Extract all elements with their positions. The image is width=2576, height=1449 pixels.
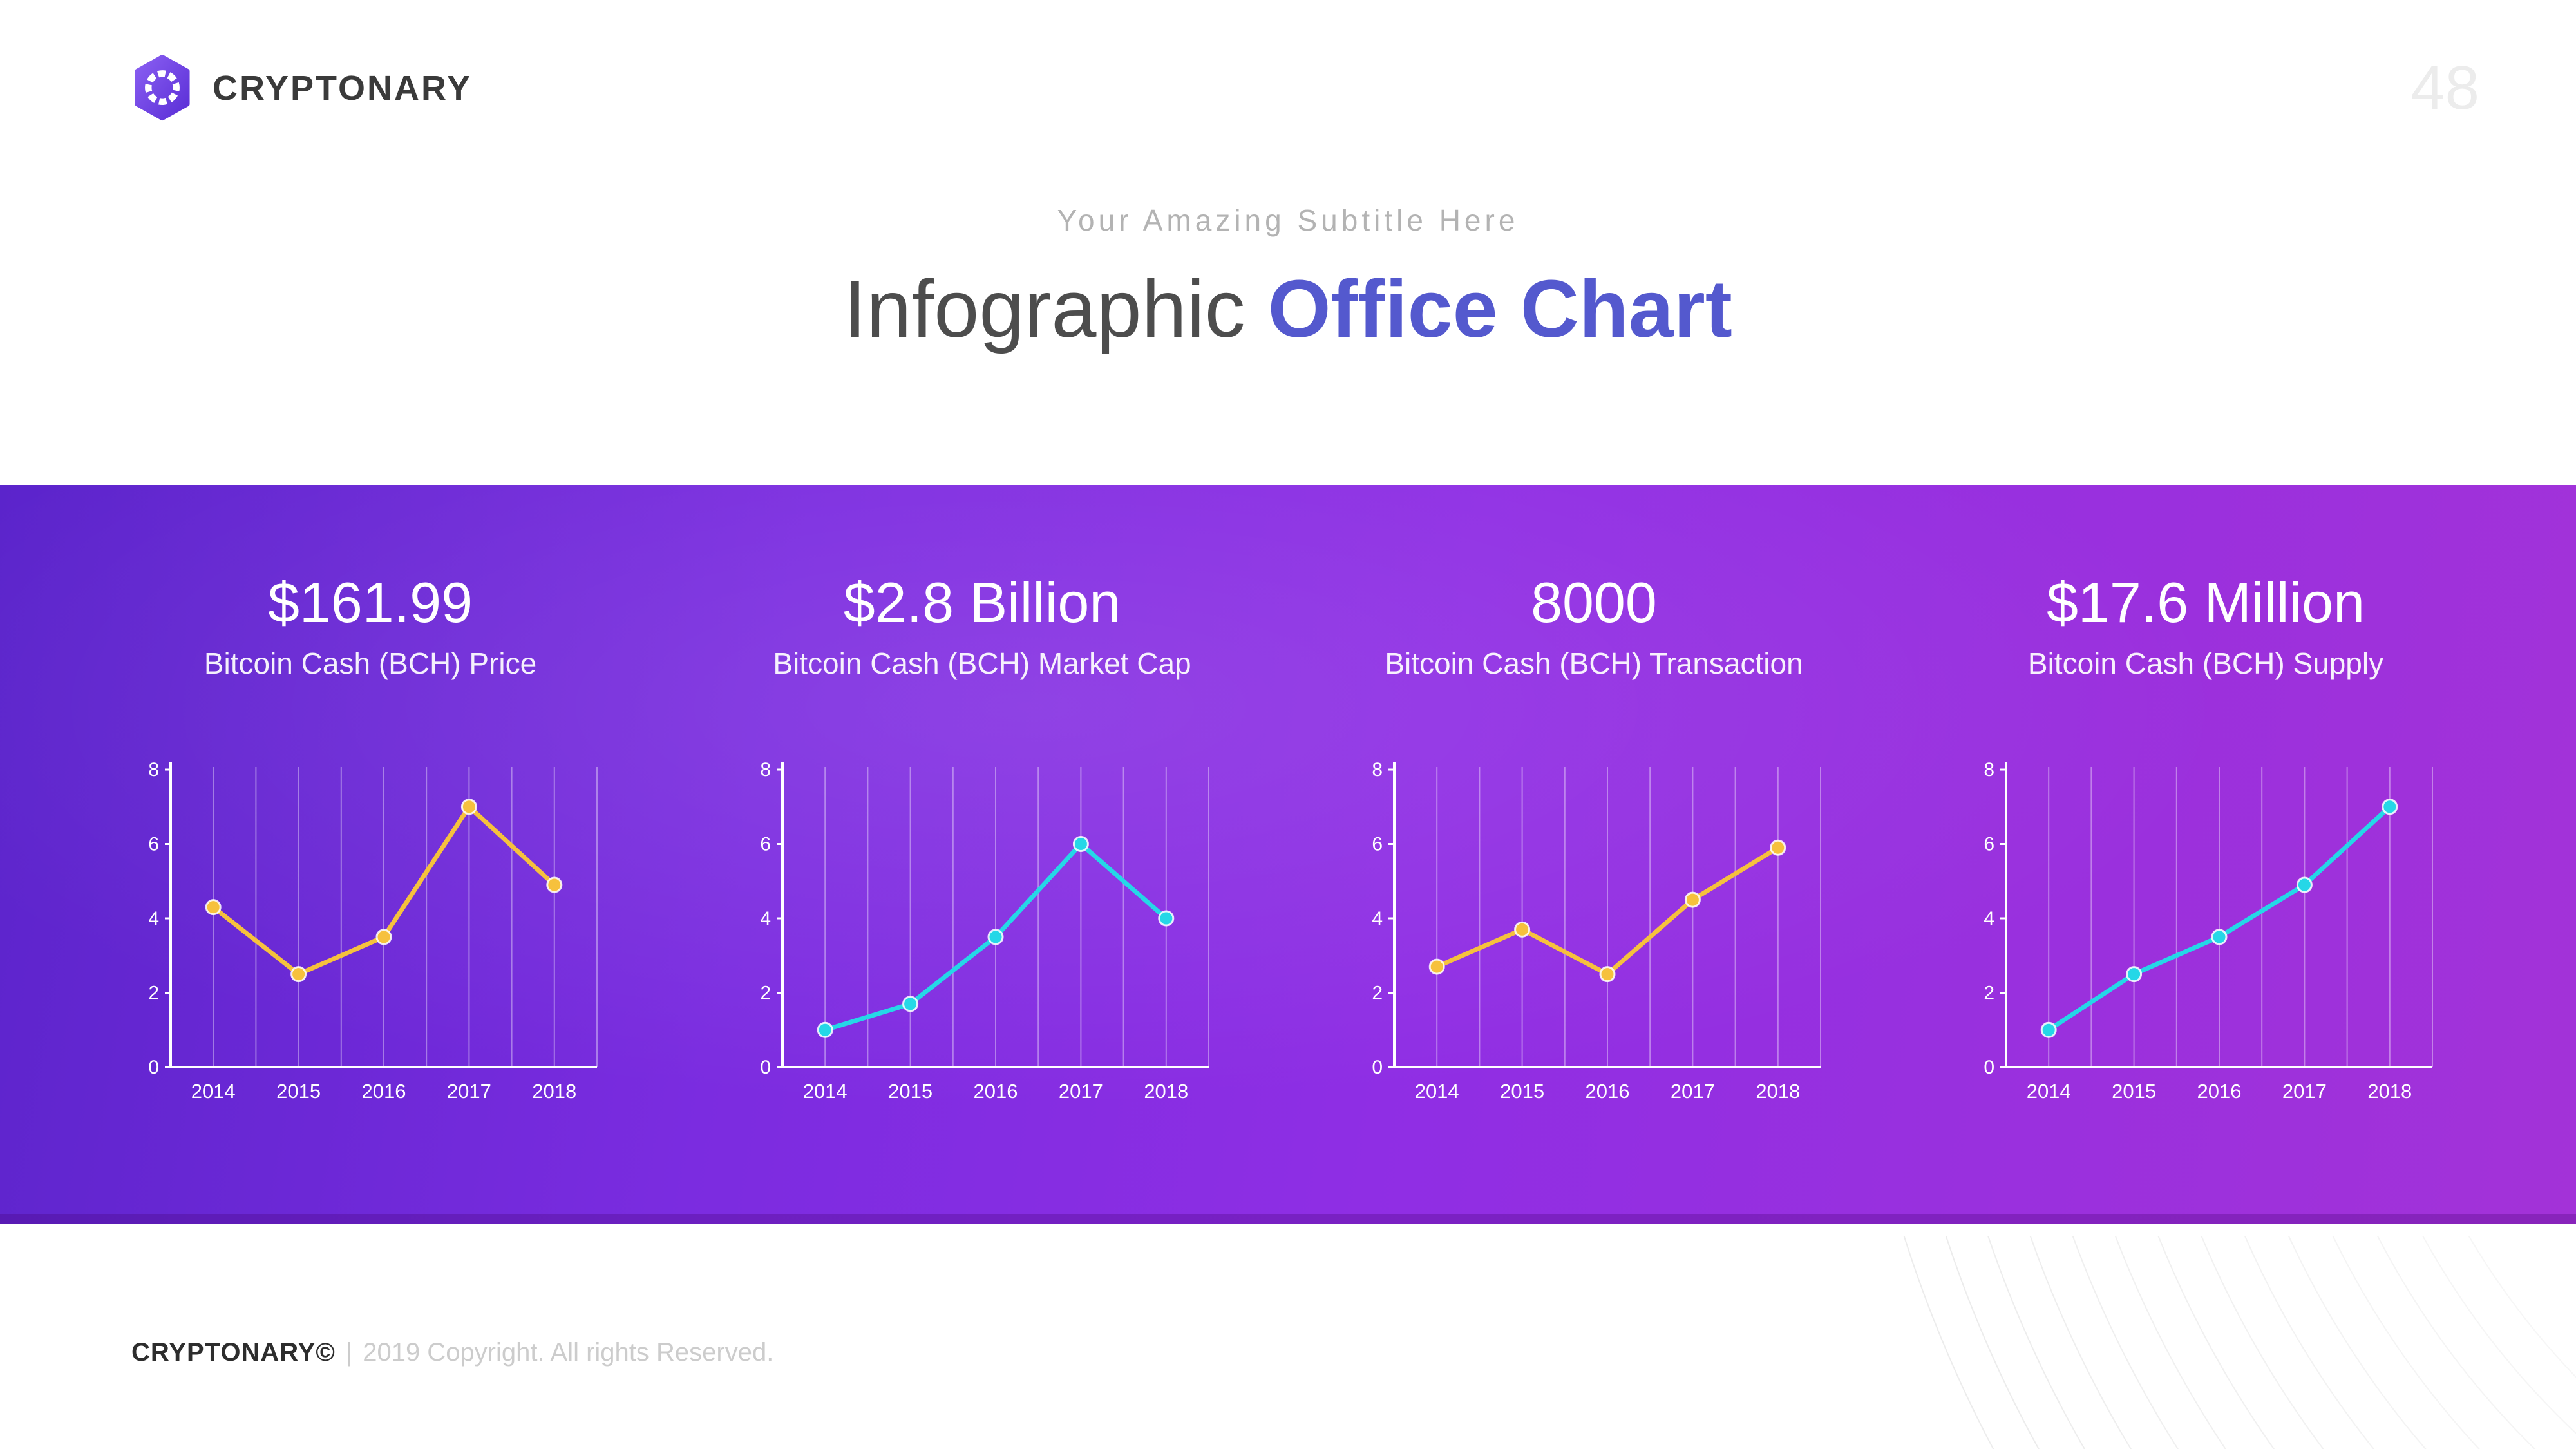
stat-value: 8000 <box>1531 571 1657 634</box>
brand-name: CRYPTONARY <box>213 69 473 108</box>
footer-separator: | <box>345 1338 353 1367</box>
svg-text:2: 2 <box>148 982 159 1003</box>
svg-text:6: 6 <box>148 833 159 855</box>
svg-text:2018: 2018 <box>1756 1080 1800 1103</box>
svg-text:4: 4 <box>1984 908 1994 929</box>
cryptonary-logo: CRYPTONARY <box>131 55 472 122</box>
stats-band: $161.99 Bitcoin Cash (BCH) Price 0 2 4 6 8 20… <box>0 485 2576 1224</box>
svg-text:2015: 2015 <box>888 1080 933 1103</box>
chart-panel-price: $161.99 Bitcoin Cash (BCH) Price 0 2 4 6 8 20… <box>64 485 676 1224</box>
svg-text:2015: 2015 <box>1500 1080 1544 1103</box>
svg-text:2018: 2018 <box>532 1080 576 1103</box>
svg-text:0: 0 <box>1372 1057 1383 1078</box>
svg-text:2: 2 <box>760 982 771 1003</box>
svg-text:8: 8 <box>1372 759 1383 781</box>
svg-text:4: 4 <box>148 908 159 929</box>
line-chart-supply: 0 2 4 6 8 2014 2015 2016 2017 2018 <box>1984 759 2433 1103</box>
svg-text:2017: 2017 <box>1671 1080 1715 1103</box>
line-chart-transaction: 0 2 4 6 8 2014 2015 2016 2017 2018 <box>1372 759 1821 1103</box>
stat-value: $161.99 <box>267 571 473 634</box>
svg-text:2018: 2018 <box>1144 1080 1188 1103</box>
slide-subtitle: Your Amazing Subtitle Here <box>1057 204 1519 237</box>
svg-text:2014: 2014 <box>1415 1080 1459 1103</box>
svg-text:2017: 2017 <box>2282 1080 2327 1103</box>
svg-text:2016: 2016 <box>974 1080 1018 1103</box>
svg-text:2: 2 <box>1372 982 1383 1003</box>
svg-text:4: 4 <box>1372 908 1383 929</box>
slide-title: Infographic Office Chart <box>0 263 2576 354</box>
footer: CRYPTONARY© | 2019 Copyright. All rights… <box>131 1338 773 1367</box>
svg-text:2017: 2017 <box>1059 1080 1103 1103</box>
footer-brand: CRYPTONARY© <box>131 1338 336 1367</box>
page-number: 48 <box>2410 53 2479 122</box>
svg-text:2018: 2018 <box>2367 1080 2412 1103</box>
svg-text:8: 8 <box>1984 759 1994 781</box>
svg-text:0: 0 <box>148 1057 159 1078</box>
svg-text:6: 6 <box>760 833 771 855</box>
svg-text:2014: 2014 <box>191 1080 236 1103</box>
hexagon-spiral-icon <box>135 55 190 121</box>
svg-text:8: 8 <box>148 759 159 781</box>
stat-label: Bitcoin Cash (BCH) Price <box>204 646 537 680</box>
line-chart-price: 0 2 4 6 8 2014 2015 2016 2017 2018 <box>148 759 598 1103</box>
stat-value: $17.6 Million <box>2046 571 2365 634</box>
svg-text:2: 2 <box>1984 982 1994 1003</box>
stat-label: Bitcoin Cash (BCH) Supply <box>2027 646 2384 680</box>
line-chart-market-cap: 0 2 4 6 8 2014 2015 2016 2017 2018 <box>760 759 1209 1103</box>
svg-text:8: 8 <box>760 759 771 781</box>
title-block: Your Amazing Subtitle Here Infographic O… <box>0 203 2576 354</box>
slide-title-regular: Infographic <box>844 263 1245 354</box>
chart-panel-transaction: 8000 Bitcoin Cash (BCH) Transaction 0 2 4 6… <box>1288 485 1900 1224</box>
svg-text:2014: 2014 <box>803 1080 848 1103</box>
stat-label: Bitcoin Cash (BCH) Market Cap <box>773 646 1191 680</box>
svg-text:2016: 2016 <box>1586 1080 1630 1103</box>
stat-value: $2.8 Billion <box>843 571 1121 634</box>
svg-text:6: 6 <box>1984 833 1994 855</box>
chart-panel-supply: $17.6 Million Bitcoin Cash (BCH) Supply … <box>1900 485 2512 1224</box>
svg-text:2017: 2017 <box>447 1080 491 1103</box>
svg-text:2014: 2014 <box>2027 1080 2071 1103</box>
svg-text:2015: 2015 <box>2112 1080 2156 1103</box>
wave-decoration <box>1904 1236 2576 1449</box>
slide-title-accent: Office Chart <box>1267 263 1732 354</box>
svg-text:2016: 2016 <box>362 1080 406 1103</box>
svg-text:0: 0 <box>760 1057 771 1078</box>
stat-label: Bitcoin Cash (BCH) Transaction <box>1385 646 1803 680</box>
svg-text:6: 6 <box>1372 833 1383 855</box>
svg-text:0: 0 <box>1984 1057 1994 1078</box>
footer-copyright: 2019 Copyright. All rights Reserved. <box>363 1338 774 1367</box>
svg-text:2015: 2015 <box>276 1080 321 1103</box>
svg-text:2016: 2016 <box>2197 1080 2242 1103</box>
svg-text:4: 4 <box>760 908 771 929</box>
chart-panel-market-cap: $2.8 Billion Bitcoin Cash (BCH) Market C… <box>676 485 1288 1224</box>
header: CRYPTONARY 48 <box>131 55 2479 122</box>
